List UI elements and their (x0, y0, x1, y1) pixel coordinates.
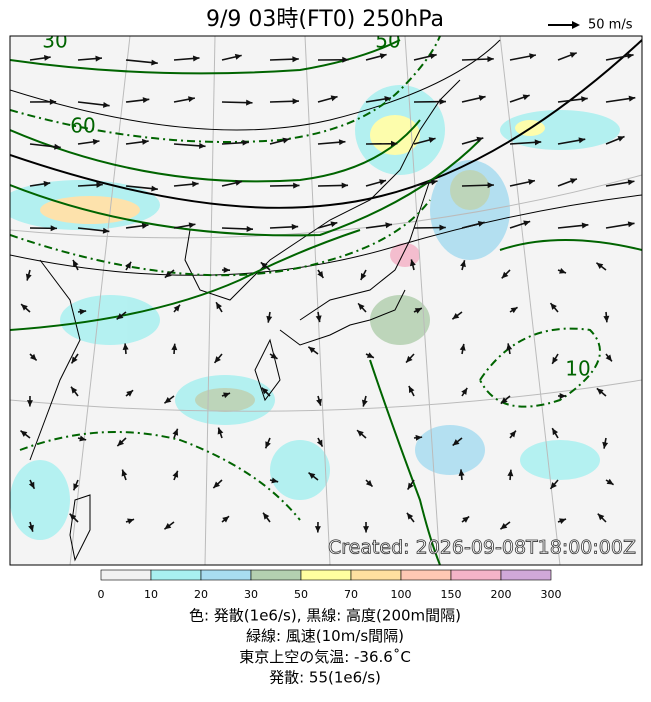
caption: 色: 発散(1e6/s), 黒線: 高度(200m間隔) 緑線: 風速(10m/s… (189, 607, 461, 687)
legend-arrowhead (572, 21, 580, 29)
colorbar-tick-label: 300 (541, 588, 562, 601)
contour-label: 30 (42, 29, 67, 53)
colorbar: 0 10 20 30 50 70 100 150 200 300 (98, 570, 562, 601)
colorbar-tick-label: 50 (294, 588, 308, 601)
caption-line: 発散: 55(1e6/s) (269, 669, 381, 687)
caption-line: 色: 発散(1e6/s), 黒線: 高度(200m間隔) (189, 607, 461, 625)
colorbar-tick-label: 20 (194, 588, 208, 601)
caption-line: 緑線: 風速(10m/s間隔) (246, 627, 404, 645)
colorbar-tick-label: 200 (491, 588, 512, 601)
colorbar-tick-label: 70 (344, 588, 358, 601)
colorbar-swatch (501, 570, 551, 580)
colorbar-swatch (351, 570, 401, 580)
contour-label: 10 (565, 357, 590, 381)
created-stamp: Created: 2026-09-08T18:00:00Z (328, 537, 636, 559)
colorbar-swatch (101, 570, 151, 580)
wind-legend: 50 m/s (588, 18, 633, 33)
colorbar-swatch (251, 570, 301, 580)
colorbar-tick-label: 10 (144, 588, 158, 601)
colorbar-tick-label: 100 (391, 588, 412, 601)
colorbar-tick-label: 150 (441, 588, 462, 601)
caption-line: 東京上空の気温: -36.6˚C (239, 648, 411, 666)
colorbar-tick-label: 0 (98, 588, 105, 601)
colorbar-swatch (451, 570, 501, 580)
colorbar-swatch (301, 570, 351, 580)
contour-label: 60 (70, 114, 95, 138)
colorbar-swatch (151, 570, 201, 580)
colorbar-tick-label: 30 (244, 588, 258, 601)
colorbar-swatch (401, 570, 451, 580)
contour-label: 50 (375, 29, 400, 53)
title: 9/9 03時(FT0) 250hPa (206, 7, 444, 32)
map-area: 30 60 50 10 (0, 29, 642, 566)
colorbar-swatch (201, 570, 251, 580)
